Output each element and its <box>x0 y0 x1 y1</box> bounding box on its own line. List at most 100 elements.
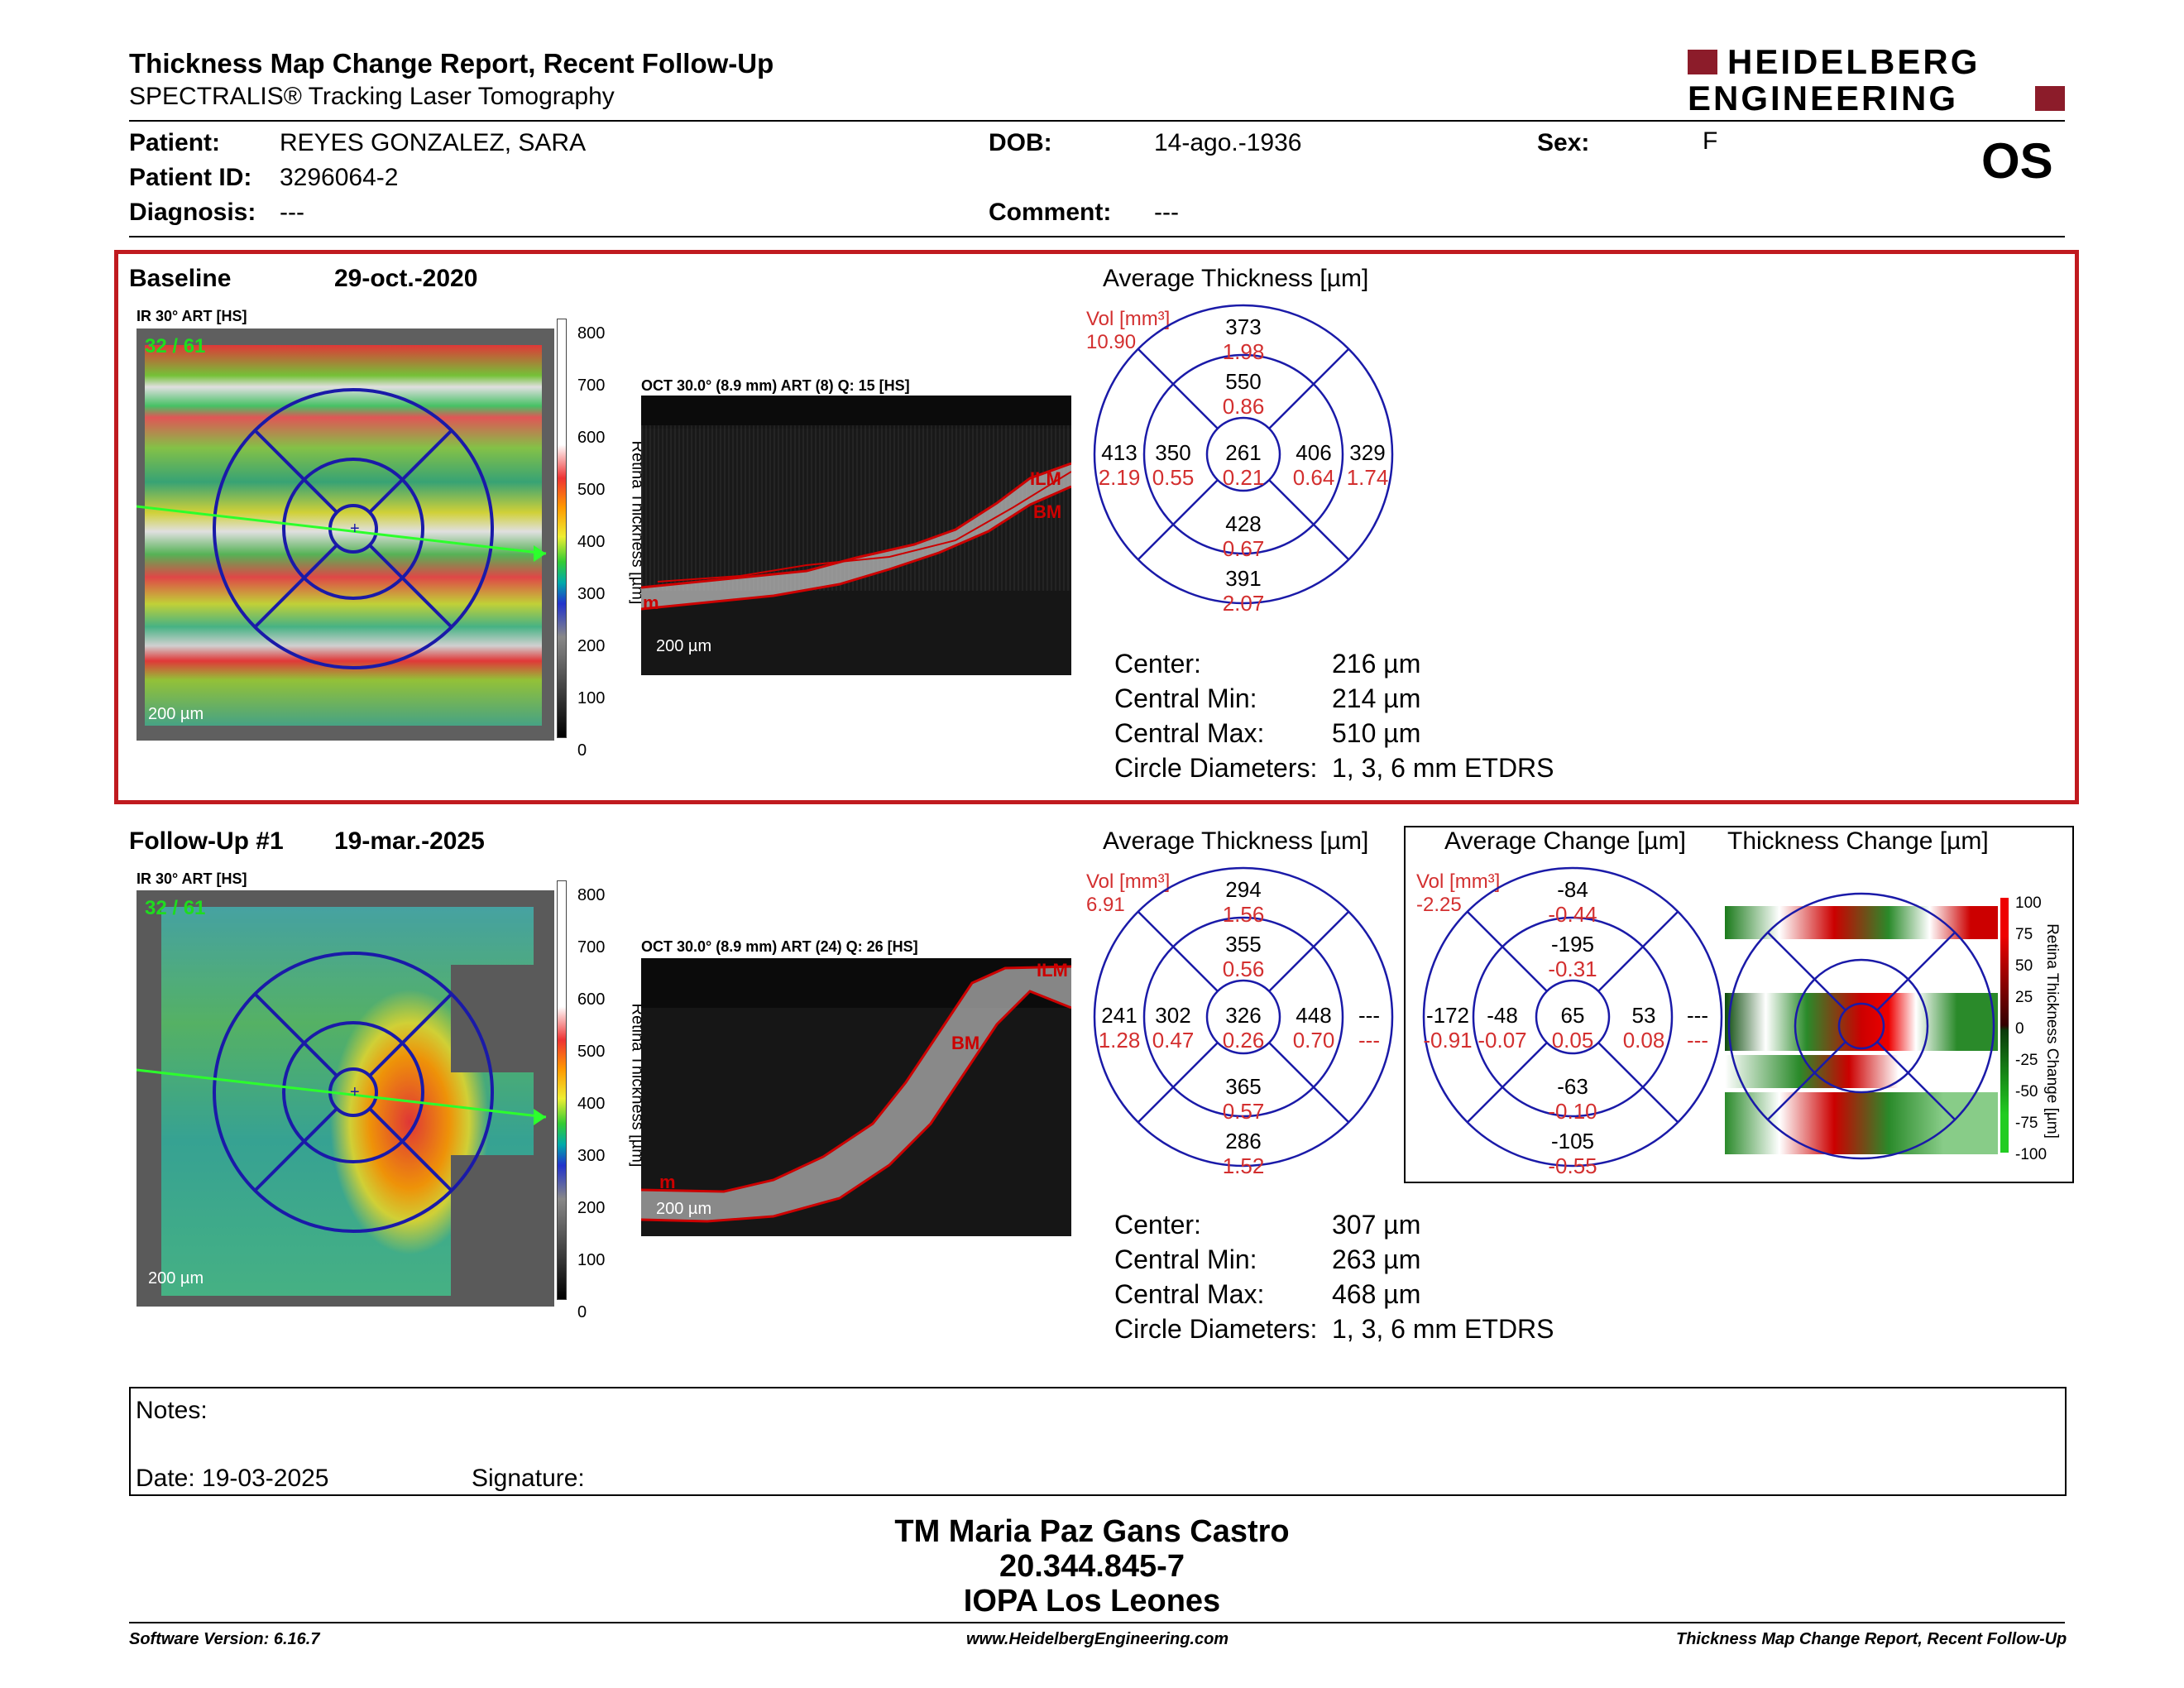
baseline-ilm-label: ILM <box>1030 468 1061 489</box>
change-sector-outer-right: --- --- <box>1687 1003 1708 1053</box>
baseline-avg-title: Average Thickness [µm] <box>1103 265 1369 292</box>
change-colorbar <box>2000 898 2009 1153</box>
signer-id: 20.344.845-7 <box>999 1549 1185 1584</box>
thickness-change-title: Thickness Change [µm] <box>1727 827 1989 855</box>
baseline-etdrs-overlay: + <box>136 388 547 669</box>
baseline-panel <box>114 250 2079 804</box>
signer-block: TM Maria Paz Gans Castro 20.344.845-7 IO… <box>0 1514 2184 1618</box>
change-sector-inner-top: -195 -0.31 <box>1548 932 1597 981</box>
baseline-oct-scan: ILM BM m 200 µm <box>641 396 1071 675</box>
baseline-m-label: m <box>643 592 659 613</box>
baseline-colorbar-ticks: 800 700 600 500 400 300 200 100 0 <box>577 324 606 760</box>
followup-stat-label: Circle Diameters: <box>1114 1314 1318 1344</box>
patient-name: REYES GONZALEZ, SARA <box>280 129 587 156</box>
change-etdrs-grid <box>1422 866 1723 1168</box>
comment-label: Comment: <box>989 199 1112 226</box>
dob-value: 14-ago.-1936 <box>1154 129 1302 156</box>
followup-sector-outer-left: 241 1.28 <box>1098 1003 1141 1053</box>
report-subtitle: SPECTRALIS® Tracking Laser Tomography <box>129 83 615 110</box>
baseline-stat-value: 1, 3, 6 mm ETDRS <box>1332 753 1554 783</box>
baseline-sector-center: 261 0.21 <box>1222 440 1265 490</box>
baseline-oct-label: OCT 30.0° (8.9 mm) ART (8) Q: 15 [HS] <box>641 377 910 394</box>
followup-colorbar <box>557 880 567 1300</box>
followup-frame: 32 / 61 <box>145 897 206 919</box>
followup-oct-scan: ILM BM m 200 µm <box>641 958 1071 1236</box>
baseline-etdrs-grid <box>1093 304 1394 605</box>
baseline-scale: 200 µm <box>148 705 204 723</box>
change-sector-inner-bottom: -63 -0.10 <box>1548 1074 1597 1124</box>
followup-thickness-map: 32 / 61 + 200 µm <box>136 890 554 1307</box>
followup-stat-value: 468 µm <box>1332 1279 1421 1309</box>
report-title: Thickness Map Change Report, Recent Foll… <box>129 48 774 79</box>
followup-sector-inner-right: 448 0.70 <box>1292 1003 1335 1053</box>
change-sector-outer-top: -84 -0.44 <box>1548 877 1597 927</box>
followup-ir-label: IR 30° ART [HS] <box>136 870 247 887</box>
followup-scale: 200 µm <box>148 1269 204 1288</box>
comment-value: --- <box>1154 199 1179 226</box>
followup-etdrs-grid <box>1093 866 1394 1168</box>
followup-sector-inner-left: 302 0.47 <box>1152 1003 1195 1053</box>
change-sector-outer-left: -172 -0.91 <box>1423 1003 1473 1053</box>
baseline-colorbar <box>557 319 567 738</box>
followup-sector-inner-top: 355 0.56 <box>1222 932 1265 981</box>
software-version: Software Version: 6.16.7 <box>129 1630 320 1648</box>
notes-box[interactable] <box>129 1387 2067 1496</box>
signer-name: TM Maria Paz Gans Castro <box>894 1514 1290 1549</box>
baseline-sector-outer-left: 413 2.19 <box>1098 440 1141 490</box>
website-link[interactable]: www.HeidelbergEngineering.com <box>966 1630 1229 1648</box>
footer-report-name: Thickness Map Change Report, Recent Foll… <box>1676 1630 2067 1648</box>
followup-stat-value: 263 µm <box>1332 1244 1421 1274</box>
patient-id: 3296064-2 <box>280 164 399 191</box>
baseline-sector-outer-right: 329 1.74 <box>1346 440 1389 490</box>
followup-bm-label: BM <box>951 1033 980 1053</box>
change-avg-title: Average Change [µm] <box>1444 827 1686 855</box>
change-sector-inner-left: -48 -0.07 <box>1478 1003 1527 1053</box>
followup-sector-outer-right: --- --- <box>1358 1003 1380 1053</box>
baseline-vol: Vol [mm³] 10.90 <box>1086 308 1171 353</box>
baseline-oct-scale: 200 µm <box>656 637 712 655</box>
patient-label: Patient: <box>129 129 221 156</box>
baseline-stat-value: 216 µm <box>1332 649 1421 679</box>
eye-label: OS <box>1981 133 2053 189</box>
followup-ilm-label: ILM <box>1037 960 1068 981</box>
change-vol: Vol [mm³] -2.25 <box>1416 870 1501 916</box>
svg-text:+: + <box>350 1083 360 1101</box>
followup-vol: Vol [mm³] 6.91 <box>1086 870 1171 916</box>
followup-stat-value: 307 µm <box>1332 1210 1421 1240</box>
baseline-sector-inner-right: 406 0.64 <box>1292 440 1335 490</box>
followup-sector-outer-top: 294 1.56 <box>1222 877 1265 927</box>
baseline-date: 29-oct.-2020 <box>334 265 478 292</box>
signature-label: Signature: <box>472 1465 585 1492</box>
followup-stat-label: Central Max: <box>1114 1279 1265 1309</box>
notes-label: Notes: <box>136 1397 208 1424</box>
diagnosis-value: --- <box>280 199 304 226</box>
baseline-thickness-map: 32 / 61 + 200 µm <box>136 328 554 741</box>
followup-avg-title: Average Thickness [µm] <box>1103 827 1369 855</box>
heidelberg-logo: HEIDELBERG ENGINEERING <box>1688 45 2068 119</box>
followup-etdrs-overlay: + <box>136 952 547 1233</box>
baseline-sector-outer-bottom: 391 2.07 <box>1222 566 1265 616</box>
followup-oct-label: OCT 30.0° (8.9 mm) ART (24) Q: 26 [HS] <box>641 938 918 955</box>
baseline-frame: 32 / 61 <box>145 335 206 357</box>
baseline-stat-label: Circle Diameters: <box>1114 753 1318 783</box>
baseline-bm-label: BM <box>1033 501 1062 522</box>
baseline-sector-outer-top: 373 1.98 <box>1222 314 1265 364</box>
baseline-stat-label: Center: <box>1114 649 1201 679</box>
baseline-sector-inner-left: 350 0.55 <box>1152 440 1195 490</box>
followup-sector-center: 326 0.26 <box>1222 1003 1265 1053</box>
change-colorbar-title: Retina Thickness Change [µm] <box>2043 923 2061 1139</box>
change-panel <box>1404 826 2074 1183</box>
followup-date: 19-mar.-2025 <box>334 827 485 855</box>
baseline-stat-label: Central Max: <box>1114 718 1265 748</box>
followup-stat-label: Center: <box>1114 1210 1201 1240</box>
change-sector-center: 65 0.05 <box>1551 1003 1594 1053</box>
followup-m-label: m <box>659 1172 676 1192</box>
diagnosis-label: Diagnosis: <box>129 199 256 226</box>
dob-label: DOB: <box>989 129 1052 156</box>
svg-text:+: + <box>350 520 360 538</box>
change-sector-outer-bottom: -105 -0.55 <box>1548 1129 1597 1178</box>
baseline-sector-inner-top: 550 0.86 <box>1222 369 1265 419</box>
signer-institution: IOPA Los Leones <box>963 1584 1221 1618</box>
baseline-ir-label: IR 30° ART [HS] <box>136 308 247 324</box>
sex-label: Sex: <box>1537 129 1590 156</box>
